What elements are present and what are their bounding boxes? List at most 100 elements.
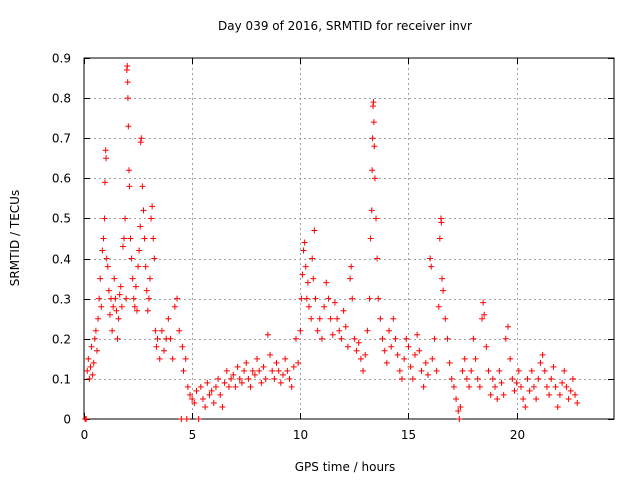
data-point <box>131 303 138 310</box>
data-point <box>502 335 509 342</box>
data-point <box>97 275 104 282</box>
data-point <box>182 355 189 362</box>
data-point <box>144 307 151 314</box>
data-point <box>524 375 531 382</box>
data-point <box>193 387 200 394</box>
data-point <box>280 371 287 378</box>
data-point <box>167 335 174 342</box>
data-point <box>137 139 144 146</box>
data-point <box>111 275 118 282</box>
data-point <box>496 367 503 374</box>
data-point <box>546 391 553 398</box>
data-point <box>554 403 561 410</box>
data-point <box>539 351 546 358</box>
data-point <box>275 367 282 374</box>
data-point <box>338 335 345 342</box>
data-point <box>184 383 191 390</box>
data-point <box>128 255 135 262</box>
data-point <box>347 275 354 282</box>
data-point <box>453 395 460 402</box>
data-point <box>507 355 514 362</box>
data-point <box>537 359 544 366</box>
y-tick-label: 0.5 <box>52 212 71 226</box>
data-point <box>409 375 416 382</box>
data-point <box>461 355 468 362</box>
data-point <box>127 235 134 242</box>
data-point <box>158 327 165 334</box>
data-point <box>93 347 100 354</box>
data-point <box>392 335 399 342</box>
data-point <box>336 327 343 334</box>
data-point <box>394 351 401 358</box>
data-point <box>245 375 252 382</box>
data-point <box>431 335 438 342</box>
data-point <box>134 307 140 314</box>
data-point <box>212 383 219 390</box>
data-point <box>543 383 550 390</box>
data-point <box>530 383 537 390</box>
data-point <box>136 247 143 254</box>
data-point <box>241 367 248 374</box>
x-tick-label: 0 <box>81 428 89 442</box>
data-point <box>440 287 447 294</box>
data-point <box>511 387 518 394</box>
data-point <box>91 335 98 342</box>
data-point <box>98 303 105 310</box>
data-point <box>165 315 172 322</box>
data-point <box>569 375 576 382</box>
data-point <box>416 347 423 354</box>
data-point <box>390 315 397 322</box>
data-point <box>219 403 226 410</box>
data-point <box>439 275 446 282</box>
data-point <box>355 339 362 346</box>
data-point <box>117 283 124 290</box>
data-point <box>179 343 186 350</box>
data-point <box>433 367 440 374</box>
y-axis: 0 0.1 0.2 0.3 0.4 0.5 0.6 0.7 0.8 0.9 <box>52 52 614 427</box>
data-point <box>104 263 111 270</box>
data-point <box>399 375 405 382</box>
grid <box>84 58 614 419</box>
data-points <box>82 63 581 422</box>
data-point <box>86 375 93 382</box>
data-point <box>309 255 316 262</box>
data-point <box>374 255 381 262</box>
data-point <box>122 215 129 222</box>
data-point <box>129 275 136 282</box>
data-point <box>369 135 376 142</box>
data-point <box>396 367 403 374</box>
data-point <box>565 395 572 402</box>
data-point <box>247 383 254 390</box>
data-point <box>526 387 533 394</box>
data-point <box>264 331 271 338</box>
data-point <box>139 183 146 190</box>
data-point <box>251 371 258 378</box>
y-tick-label: 0.3 <box>52 293 71 307</box>
data-point <box>221 379 228 386</box>
data-point <box>364 327 371 334</box>
data-point <box>267 351 274 358</box>
data-point <box>353 347 360 354</box>
data-point <box>115 315 122 322</box>
data-point <box>436 235 443 242</box>
x-tick-label: 5 <box>189 428 197 442</box>
data-point <box>344 343 351 350</box>
data-point <box>269 367 276 374</box>
y-tick-label: 0.6 <box>52 172 71 186</box>
data-point <box>154 335 161 342</box>
data-point <box>405 343 412 350</box>
data-point <box>381 347 388 354</box>
data-point <box>249 367 256 374</box>
data-point <box>444 335 451 342</box>
data-point <box>156 355 163 362</box>
y-tick-label: 0.7 <box>52 132 71 146</box>
data-point <box>357 355 364 362</box>
data-point <box>141 235 148 242</box>
data-point <box>450 383 457 390</box>
data-point <box>116 291 123 298</box>
data-point <box>223 367 230 374</box>
data-point <box>114 335 121 342</box>
data-point <box>448 375 455 382</box>
data-point <box>187 391 193 398</box>
data-point <box>101 215 108 222</box>
